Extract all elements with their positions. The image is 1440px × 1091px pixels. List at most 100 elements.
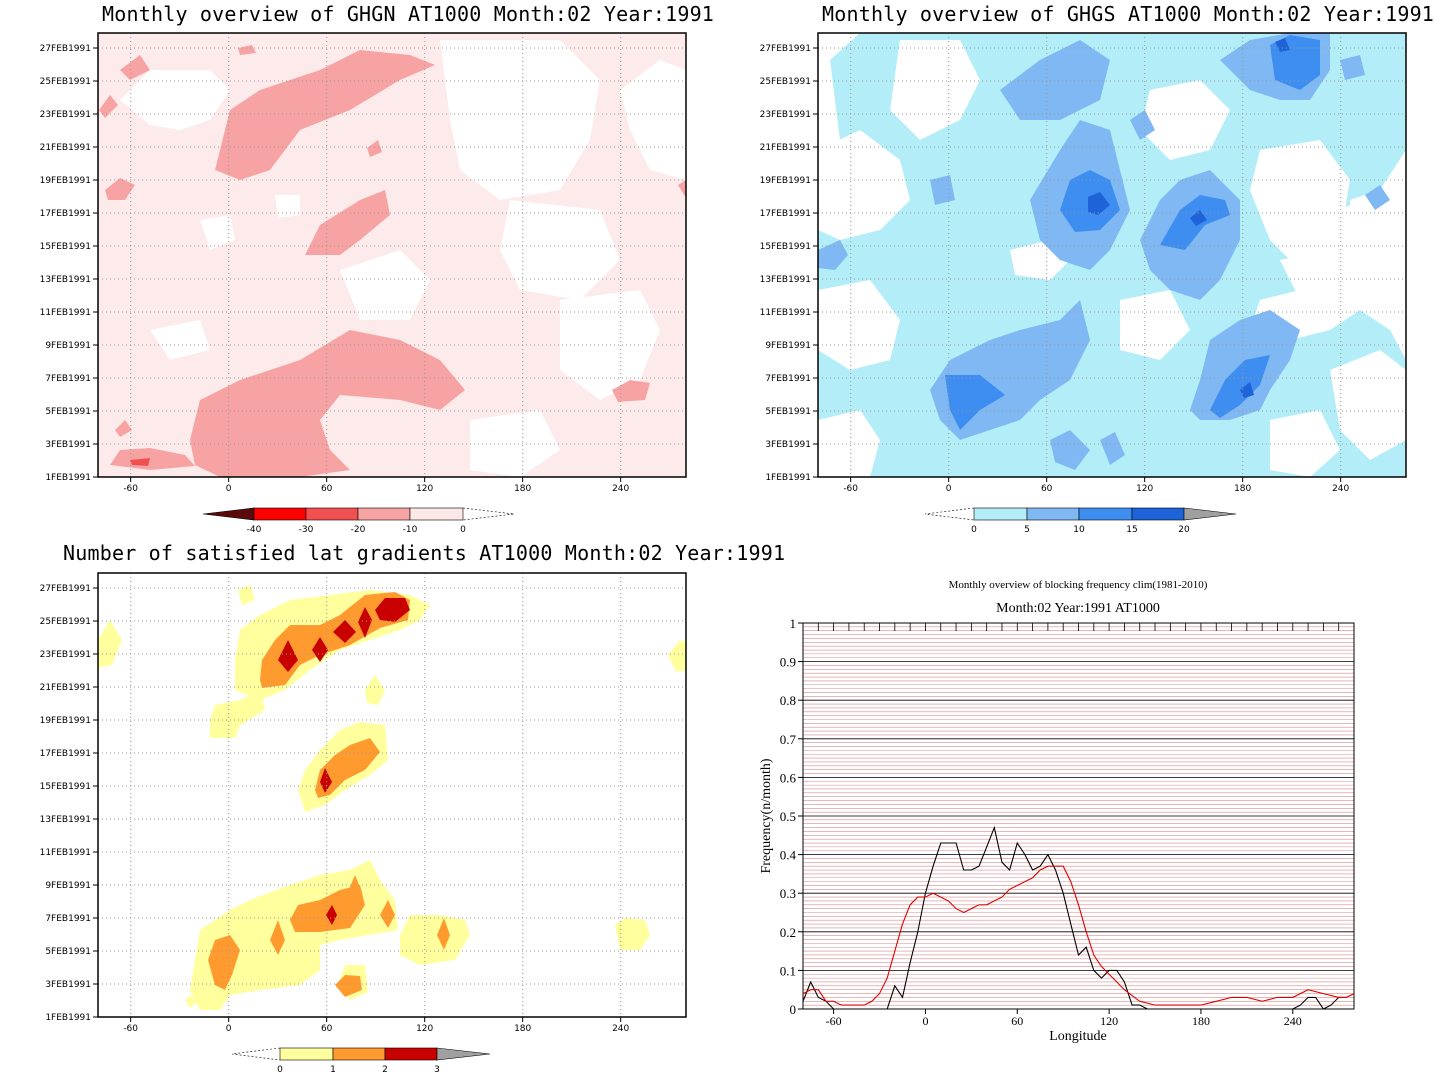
x-tick-label: 120	[1100, 1014, 1118, 1028]
ghgn-contours	[99, 40, 686, 477]
ghgs-cb-label: 15	[1126, 525, 1137, 535]
ghgn-cb-label: -10	[403, 525, 418, 535]
ghgs-date-tick-label: 15FEB1991	[760, 242, 811, 252]
gradients-cb-label: 1	[330, 1065, 336, 1075]
ghgn-date-tick-label: 27FEB1991	[40, 44, 91, 54]
blocking-subtitle: Month:02 Year:1991 AT1000	[996, 601, 1160, 616]
y-tick-label: 0.3	[780, 886, 796, 901]
gradients-lon-tick-label: 0	[226, 1024, 232, 1034]
ghgn-date-tick-label: 25FEB1991	[40, 77, 91, 87]
ghgn-cb-label: 0	[460, 525, 466, 535]
ghgn-date-tick-label: 15FEB1991	[40, 242, 91, 252]
ghgn-title: Monthly overview of GHGN AT1000 Month:02…	[102, 2, 715, 26]
ghgn-lon-tick-label: 180	[514, 484, 531, 494]
gradients-date-tick-label: 15FEB1991	[40, 782, 91, 792]
ghgn-frame	[97, 32, 687, 478]
blocking-ylabel: Frequency(n/month)	[759, 758, 774, 873]
ghgs-lon-tick-label: 120	[1136, 484, 1153, 494]
x-tick-label: 240	[1284, 1014, 1302, 1028]
ghgs-date-tick-label: 3FEB1991	[765, 440, 811, 450]
gradients-date-tick-label: 3FEB1991	[45, 980, 91, 990]
gradients-date-tick-label: 11FEB1991	[40, 848, 91, 858]
ghgs-date-tick-label: 13FEB1991	[760, 275, 811, 285]
ghgn-date-tick-label: 1FEB1991	[45, 473, 91, 483]
blocking-axes: 0 0.1 0.2 0.3 0.4 0.5 0.6 0.7 0.8 0.9 1 -60 0 60 120 18…	[780, 616, 1355, 1028]
gradients-panel: 1FEB1991 3FEB1991 5FEB1991 7FEB1991 9FEB1991…	[40, 572, 687, 1075]
ghgs-contours	[818, 33, 1406, 477]
gradients-plot-area	[98, 573, 686, 1017]
ghgs-cb-label: 0	[971, 525, 977, 535]
ghgs-date-tick-label: 1FEB1991	[765, 473, 811, 483]
x-tick-label: 60	[1011, 1014, 1023, 1028]
gradients-date-tick-label: 19FEB1991	[40, 716, 91, 726]
ghgn-colorbar: -40 -30 -20 -10 0	[202, 507, 515, 535]
x-tick-label: -60	[826, 1014, 842, 1028]
ghgs-title: Monthly overview of GHGS AT1000 Month:02…	[822, 2, 1435, 26]
ghgn-date-tick-label: 7FEB1991	[45, 374, 91, 384]
blocking-series	[802, 825, 1355, 1010]
black-frequency-line	[802, 825, 1347, 1010]
gradients-date-tick-label: 7FEB1991	[45, 914, 91, 924]
x-tick-label: 0	[922, 1014, 928, 1028]
ghgs-cb-label: 10	[1073, 525, 1085, 535]
y-tick-label: 0.9	[780, 655, 796, 670]
blocking-minor-grid	[803, 626, 1354, 1006]
y-tick-label: 1	[790, 616, 797, 631]
blocking-panel: Monthly overview of blocking frequency c…	[759, 579, 1355, 1044]
ghgs-lon-tick-label: 180	[1234, 484, 1251, 494]
ghgs-date-tick-label: 19FEB1991	[760, 176, 811, 186]
gradients-title: Number of satisfied lat gradients AT1000…	[63, 541, 786, 565]
gradients-cb-label: 3	[434, 1065, 440, 1075]
y-tick-label: 0.4	[780, 848, 797, 863]
gradients-cb-label: 0	[277, 1065, 283, 1075]
ghgs-lon-tick-label: 240	[1332, 484, 1349, 494]
gradients-date-tick-label: 5FEB1991	[45, 947, 91, 957]
gradients-lon-tick-label: 60	[321, 1024, 333, 1034]
ghgs-date-tick-label: 27FEB1991	[760, 44, 811, 54]
ghgn-date-tick-label: 23FEB1991	[40, 110, 91, 120]
gradients-contours	[98, 585, 686, 1010]
gradients-date-tick-label: 9FEB1991	[45, 881, 91, 891]
gradients-date-tick-label: 25FEB1991	[40, 617, 91, 627]
y-tick-label: 0.2	[780, 925, 796, 940]
gradients-date-tick-label: 1FEB1991	[45, 1013, 91, 1023]
x-tick-label: 180	[1192, 1014, 1210, 1028]
red-climatology-line	[802, 865, 1355, 1006]
ghgn-date-tick-label: 11FEB1991	[40, 308, 91, 318]
gradients-frame	[97, 572, 687, 1018]
blocking-xlabel: Longitude	[1049, 1029, 1107, 1044]
ghgs-lon-tick-label: -60	[843, 484, 858, 494]
ghgs-date-tick-label: 7FEB1991	[765, 374, 811, 384]
ghgn-date-tick-label: 17FEB1991	[40, 209, 91, 219]
blocking-major-grid	[803, 661, 1354, 971]
y-tick-label: 0.6	[780, 770, 797, 785]
blocking-title: Monthly overview of blocking frequency c…	[949, 579, 1208, 591]
ghgs-panel: 1FEB1991 3FEB1991 5FEB1991 7FEB1991 9FEB1991…	[760, 32, 1407, 535]
ghgs-lon-tick-label: 60	[1041, 484, 1053, 494]
gradients-lon-tick-label: 240	[612, 1024, 629, 1034]
ghgn-cb-label: -20	[351, 525, 366, 535]
y-tick-label: 0.5	[780, 809, 796, 824]
ghgs-date-tick-label: 25FEB1991	[760, 77, 811, 87]
ghgn-date-tick-label: 13FEB1991	[40, 275, 91, 285]
ghgn-cb-label: -40	[247, 525, 262, 535]
ghgs-colorbar: 0 5 10 15 20	[924, 507, 1237, 535]
ghgn-date-tick-label: 19FEB1991	[40, 176, 91, 186]
gradients-lon-tick-label: 180	[514, 1024, 531, 1034]
ghgs-axes: 1FEB1991 3FEB1991 5FEB1991 7FEB1991 9FEB1991…	[760, 44, 1350, 494]
ghgn-lon-tick-label: 0	[226, 484, 232, 494]
ghgn-date-tick-label: 5FEB1991	[45, 407, 91, 417]
ghgs-date-tick-label: 11FEB1991	[760, 308, 811, 318]
gradients-date-tick-label: 17FEB1991	[40, 749, 91, 759]
gradients-date-tick-label: 21FEB1991	[40, 683, 91, 693]
gradients-date-tick-label: 23FEB1991	[40, 650, 91, 660]
ghgs-cb-label: 5	[1024, 525, 1030, 535]
ghgs-frame	[817, 32, 1407, 478]
ghgs-date-tick-label: 9FEB1991	[765, 341, 811, 351]
y-tick-label: 0.7	[780, 732, 797, 747]
ghgs-date-tick-label: 21FEB1991	[760, 143, 811, 153]
ghgs-lon-tick-label: 0	[946, 484, 952, 494]
ghgn-date-tick-label: 21FEB1991	[40, 143, 91, 153]
ghgs-cb-label: 20	[1178, 525, 1190, 535]
